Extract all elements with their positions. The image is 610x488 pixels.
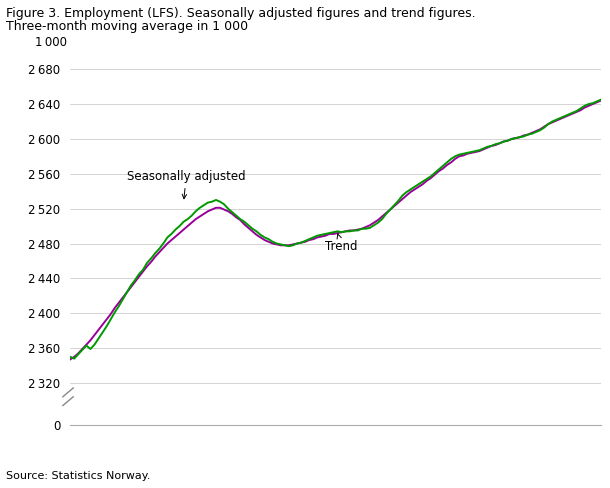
Text: Seasonally adjusted: Seasonally adjusted: [127, 170, 245, 199]
Text: Three-month moving average in 1 000: Three-month moving average in 1 000: [6, 20, 248, 34]
Text: Figure 3. Employment (LFS). Seasonally adjusted figures and trend figures.: Figure 3. Employment (LFS). Seasonally a…: [6, 7, 476, 20]
Text: Trend: Trend: [325, 234, 358, 253]
Text: 1 000: 1 000: [35, 36, 68, 49]
Text: Source: Statistics Norway.: Source: Statistics Norway.: [6, 471, 151, 481]
